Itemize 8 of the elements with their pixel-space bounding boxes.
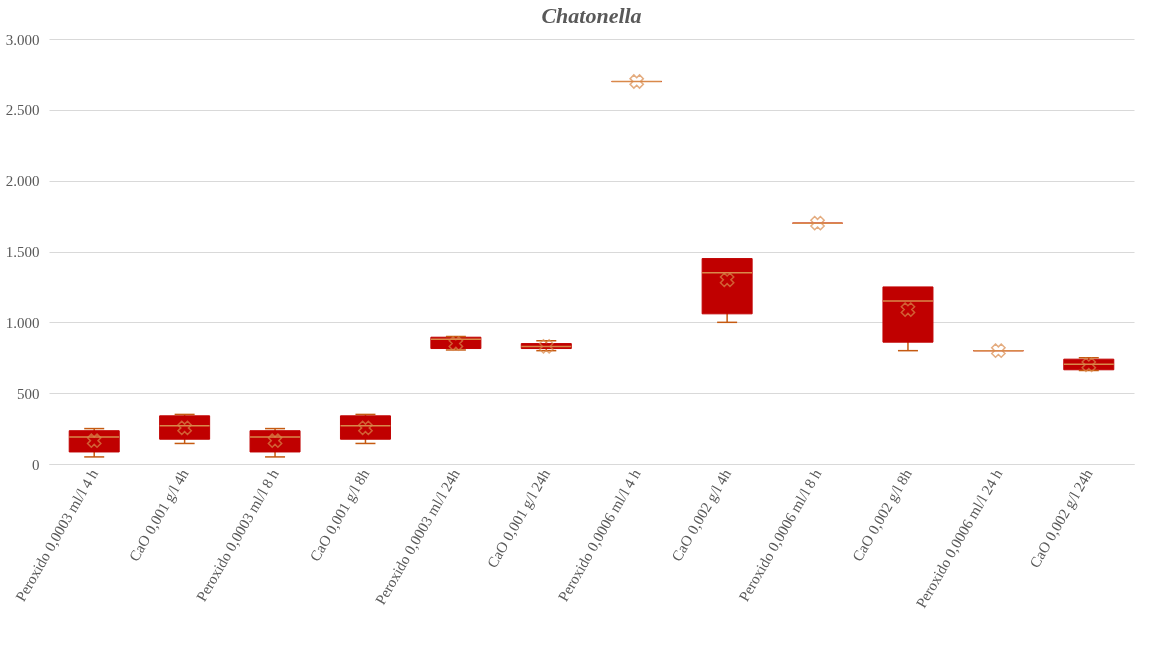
chart-title: Chatonella bbox=[541, 3, 642, 28]
y-tick-label: 500 bbox=[17, 385, 40, 402]
y-tick-label: 2.500 bbox=[5, 102, 40, 119]
y-tick-label: 1.000 bbox=[5, 314, 40, 331]
y-tick-label: 3.000 bbox=[5, 31, 40, 48]
y-tick-label: 1.500 bbox=[5, 244, 40, 260]
y-tick-label: 0 bbox=[32, 456, 40, 473]
y-tick-label: 2.000 bbox=[5, 173, 40, 190]
